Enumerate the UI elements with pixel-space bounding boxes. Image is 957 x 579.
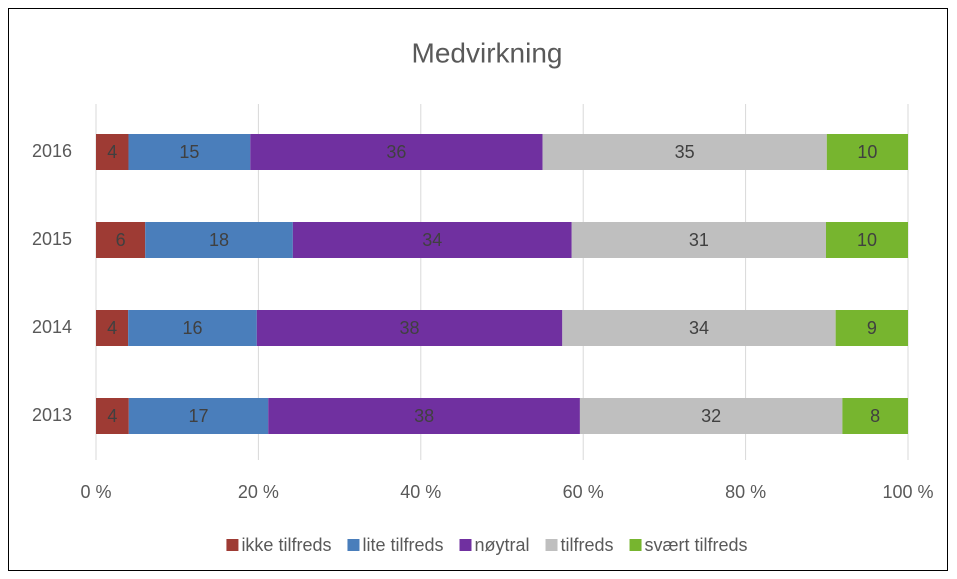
bar-segment: [825, 222, 908, 258]
x-tick-label: 60 %: [563, 482, 604, 502]
x-tick-label: 20 %: [238, 482, 279, 502]
x-tick-label: 100 %: [882, 482, 933, 502]
data-label: 18: [209, 230, 229, 250]
bar-segment: [579, 398, 843, 434]
chart-title: Medvirkning: [412, 37, 563, 68]
bar-segment: [826, 134, 908, 170]
data-label: 6: [116, 230, 126, 250]
data-label: 17: [189, 406, 209, 426]
bar-segment: [835, 310, 908, 346]
legend-swatch: [629, 539, 642, 551]
bar-segment: [292, 222, 572, 258]
data-label: 36: [386, 142, 406, 162]
x-tick-label: 40 %: [400, 482, 441, 502]
bar-segment: [542, 134, 827, 170]
data-label: 4: [107, 406, 117, 426]
y-tick-label: 2016: [32, 141, 72, 161]
bar-segment: [96, 398, 129, 434]
legend-label: lite tilfreds: [362, 535, 443, 555]
x-tick-label: 80 %: [725, 482, 766, 502]
bar-segment: [562, 310, 836, 346]
y-tick-label: 2013: [32, 405, 72, 425]
y-tick-label: 2015: [32, 229, 72, 249]
legend-label: tilfreds: [561, 535, 614, 555]
bar-segment: [128, 398, 269, 434]
data-label: 16: [182, 318, 202, 338]
legend-swatch: [545, 539, 558, 551]
data-label: 35: [675, 142, 695, 162]
bar-segment: [96, 310, 129, 346]
legend-label: ikke tilfreds: [241, 535, 331, 555]
bar-segment: [842, 398, 908, 434]
bar-segment: [128, 134, 251, 170]
data-label: 10: [857, 230, 877, 250]
legend-label: nøytral: [475, 535, 530, 555]
data-label: 10: [857, 142, 877, 162]
y-tick-label: 2014: [32, 317, 72, 337]
data-label: 34: [422, 230, 442, 250]
data-label: 4: [107, 318, 117, 338]
bar-segment: [145, 222, 293, 258]
data-label: 38: [414, 406, 434, 426]
chart-border: [8, 8, 948, 571]
data-label: 32: [701, 406, 721, 426]
bar-segment: [96, 222, 146, 258]
data-label: 4: [107, 142, 117, 162]
legend: ikke tilfreds lite tilfreds nøytral tilfred…: [226, 535, 748, 555]
bar-segment: [268, 398, 580, 434]
legend-swatch: [459, 539, 472, 551]
data-label: 38: [400, 318, 420, 338]
data-label: 8: [870, 406, 880, 426]
bar-segment: [128, 310, 257, 346]
data-label: 9: [867, 318, 877, 338]
bar-segment: [250, 134, 543, 170]
data-label: 15: [179, 142, 199, 162]
data-label: 31: [689, 230, 709, 250]
legend-swatch: [347, 539, 360, 551]
bar-segment: [571, 222, 826, 258]
legend-swatch: [226, 539, 239, 551]
data-label: 34: [689, 318, 709, 338]
legend-label: svært tilfreds: [645, 535, 748, 555]
bar-segment: [96, 134, 129, 170]
x-tick-label: 0 %: [80, 482, 111, 502]
bar-segment: [256, 310, 563, 346]
